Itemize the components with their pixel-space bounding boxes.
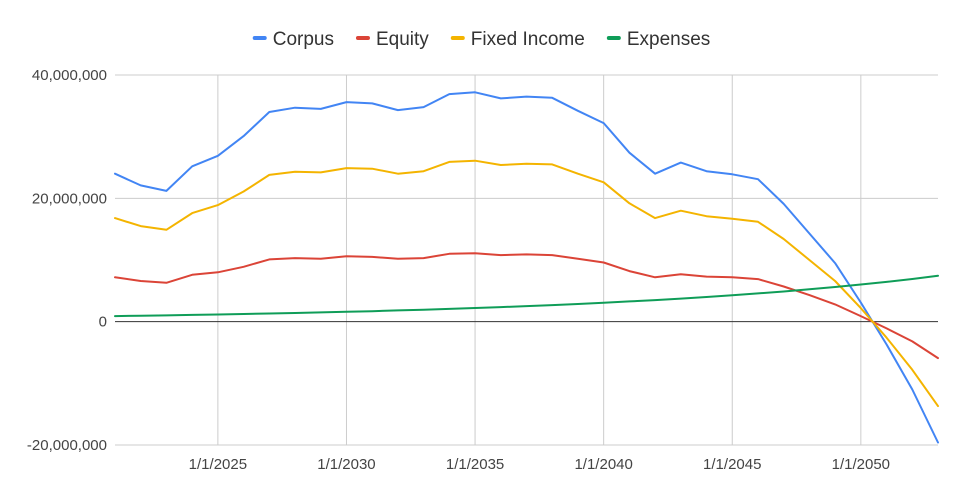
legend-swatch (252, 36, 267, 40)
series-line-expenses (114, 274, 939, 318)
legend: Corpus Equity Fixed Income Expenses (252, 29, 710, 50)
series-line-equity (114, 252, 939, 360)
y-tick-label: -20,000,000 (27, 437, 107, 454)
legend-label: Equity (376, 29, 429, 50)
legend-swatch (606, 36, 621, 40)
legend-label: Corpus (273, 29, 334, 50)
x-tick-label: 1/1/2040 (574, 456, 632, 473)
legend-item: Corpus (252, 29, 334, 50)
legend-item: Expenses (606, 29, 710, 50)
x-axis-ticks: 1/1/2025 1/1/2030 1/1/2035 1/1/2040 1/1/2045… (189, 456, 890, 473)
y-tick-label: 0 (99, 314, 107, 331)
x-tick-label: 1/1/2035 (446, 456, 504, 473)
x-tick-label: 1/1/2030 (317, 456, 375, 473)
gridlines (115, 74, 938, 446)
legend-item: Equity (355, 29, 429, 50)
x-tick-label: 1/1/2050 (832, 456, 890, 473)
y-tick-label: 40,000,000 (32, 67, 107, 84)
series-lines (114, 91, 939, 444)
legend-item: Fixed Income (450, 29, 585, 50)
series-line-fixed-income (114, 159, 939, 408)
legend-label: Expenses (627, 29, 710, 50)
x-tick-label: 1/1/2045 (703, 456, 761, 473)
series-line-corpus (114, 91, 939, 444)
x-tick-label: 1/1/2025 (189, 456, 247, 473)
y-tick-label: 20,000,000 (32, 190, 107, 207)
legend-swatch (355, 36, 370, 40)
legend-swatch (450, 36, 465, 40)
y-axis-ticks: -20,000,000 0 20,000,000 40,000,000 (27, 67, 107, 454)
legend-label: Fixed Income (471, 29, 585, 50)
